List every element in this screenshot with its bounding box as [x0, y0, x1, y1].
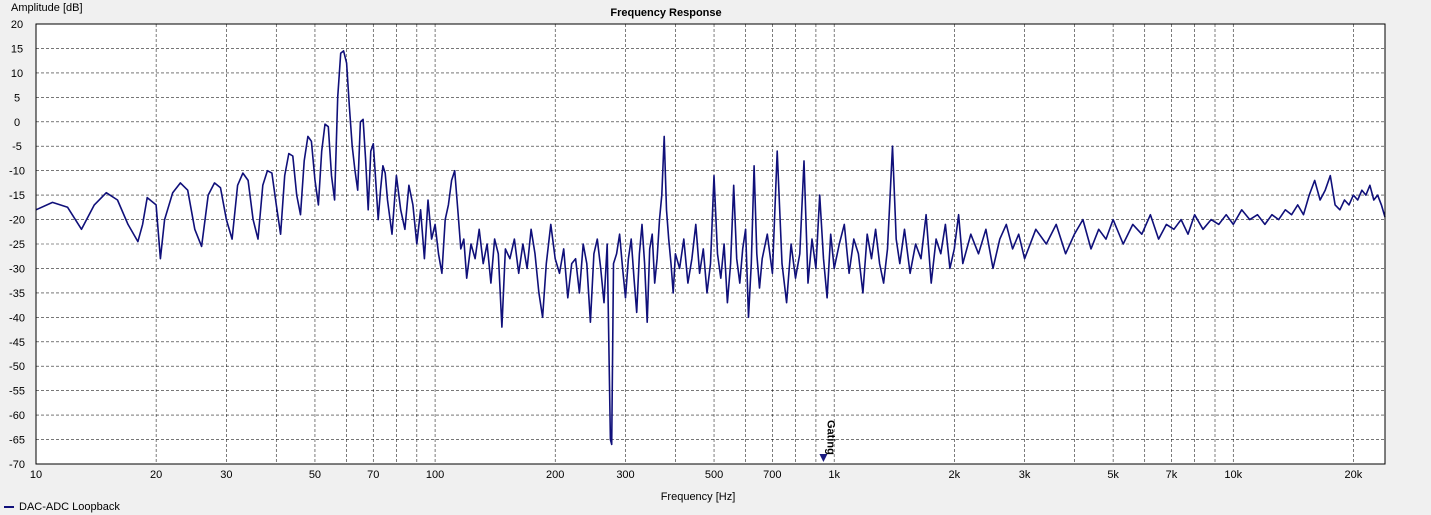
y-tick-label: -50: [9, 361, 25, 373]
series-line-dac-adc-loopback: [35, 50, 1386, 446]
x-tick-label: 700: [763, 469, 781, 481]
y-tick-label: -25: [9, 239, 25, 251]
legend-swatch: [4, 506, 14, 508]
x-tick-label: 10k: [1224, 469, 1242, 481]
x-tick-label: 2k: [948, 469, 960, 481]
y-tick-label: 10: [11, 68, 23, 80]
y-tick-label: -55: [9, 386, 25, 398]
x-tick-label: 500: [705, 469, 723, 481]
x-tick-label: 30: [220, 469, 232, 481]
y-axis-label: Amplitude [dB]: [11, 2, 83, 14]
y-tick-label: 0: [14, 117, 20, 129]
y-tick-label: -15: [9, 190, 25, 202]
y-tick-label: -35: [9, 288, 25, 300]
x-tick-label: 50: [309, 469, 321, 481]
x-tick-label: 20k: [1345, 469, 1363, 481]
gating-marker-label: Gating: [824, 420, 836, 455]
plot-border: [35, 23, 1386, 465]
gating-marker: Gating: [819, 420, 836, 462]
legend: DAC-ADC Loopback: [4, 501, 120, 513]
x-axis-label: Frequency [Hz]: [661, 491, 736, 503]
x-tick-label: 200: [546, 469, 564, 481]
chart-title: Frequency Response: [610, 7, 721, 19]
grid: [36, 24, 1385, 464]
x-tick-label: 70: [367, 469, 379, 481]
y-tick-label: 15: [11, 43, 23, 55]
y-tick-label: -60: [9, 410, 25, 422]
y-tick-label: -70: [9, 459, 25, 471]
y-tick-label: -40: [9, 312, 25, 324]
y-tick-label: 5: [14, 92, 20, 104]
x-tick-label: 5k: [1107, 469, 1119, 481]
x-tick-label: 10: [30, 469, 42, 481]
x-tick-label: 3k: [1019, 469, 1031, 481]
x-tick-label: 7k: [1166, 469, 1178, 481]
legend-label: DAC-ADC Loopback: [19, 501, 120, 513]
x-tick-label: 300: [616, 469, 634, 481]
x-tick-label: 1k: [828, 469, 840, 481]
y-tick-label: -5: [12, 141, 22, 153]
x-tick-label: 20: [150, 469, 162, 481]
x-axis-ticks: 10 20 30 50 70 100 200 300 500 700 1k 2k 3k 5k 7k 10k 20…: [30, 469, 1363, 481]
y-tick-label: -45: [9, 337, 25, 349]
gating-marker-triangle: [819, 454, 828, 462]
y-tick-label: -30: [9, 263, 25, 275]
y-axis-ticks: 20 15 10 5 0 -5 -10 -15 -20 -25 -30 -35 -40 -45 -50 -55…: [9, 19, 25, 471]
y-tick-label: 20: [11, 19, 23, 31]
y-tick-label: -20: [9, 215, 25, 227]
y-tick-label: -65: [9, 435, 25, 447]
x-tick-label: 100: [426, 469, 444, 481]
y-tick-label: -10: [9, 166, 25, 178]
